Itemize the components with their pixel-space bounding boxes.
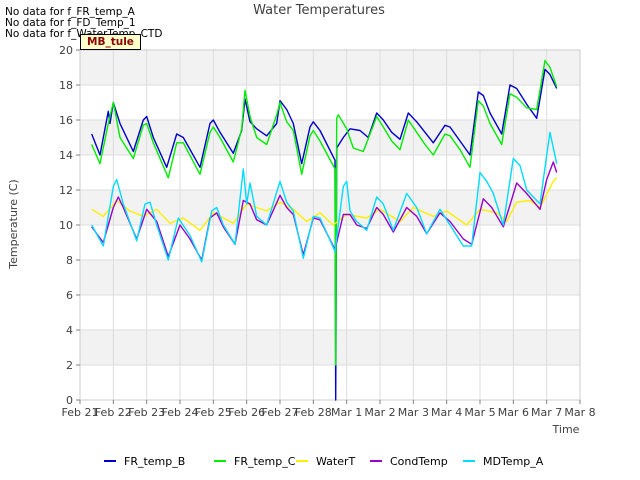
x-tick-label: Feb 26 xyxy=(228,406,265,419)
legend-label: CondTemp xyxy=(390,455,448,468)
background-band xyxy=(80,190,580,225)
x-tick-label: Feb 22 xyxy=(95,406,132,419)
x-tick-label: Feb 25 xyxy=(195,406,232,419)
y-tick-label: 20 xyxy=(59,44,73,57)
background-band xyxy=(80,50,580,85)
x-tick-label: Mar 3 xyxy=(398,406,429,419)
no-data-note: No data for f_FR_temp_A xyxy=(5,6,135,18)
x-tick-label: Feb 24 xyxy=(162,406,199,419)
y-tick-label: 8 xyxy=(66,254,73,267)
y-axis-label: Temperature (C) xyxy=(7,179,20,269)
legend-label: MDTemp_A xyxy=(483,455,544,468)
x-tick-label: Mar 7 xyxy=(531,406,562,419)
y-tick-label: 10 xyxy=(59,219,73,232)
x-tick-label: Feb 23 xyxy=(128,406,165,419)
x-tick-label: Mar 4 xyxy=(431,406,462,419)
x-tick-label: Mar 6 xyxy=(498,406,529,419)
series-line-fr-temp-c xyxy=(91,59,558,366)
y-tick-label: 0 xyxy=(66,394,73,407)
y-tick-label: 6 xyxy=(66,289,73,302)
no-data-note: No data for f_FD_Temp_1 xyxy=(5,17,136,29)
legend: FR_temp_B FR_temp_C WaterT CondTemp MDTemp_A xyxy=(104,455,544,468)
series-line-watert xyxy=(91,177,558,232)
site-badge: MB_tule xyxy=(80,34,141,50)
series-line-mdtemp-a xyxy=(91,131,558,263)
x-tick-label: Mar 8 xyxy=(564,406,595,419)
x-tick-label: Feb 27 xyxy=(262,406,299,419)
series-line-fr-temp-b xyxy=(91,68,558,401)
data-series xyxy=(91,59,558,401)
y-tick-label: 4 xyxy=(66,324,73,337)
legend-label: FR_temp_C xyxy=(234,455,296,468)
x-tick-label: Feb 21 xyxy=(62,406,99,419)
x-tick-label: Feb 28 xyxy=(295,406,332,419)
y-tick-label: 2 xyxy=(66,359,73,372)
y-tick-label: 14 xyxy=(59,149,73,162)
y-tick-label: 16 xyxy=(59,114,73,127)
background-band xyxy=(80,260,580,295)
y-tick-label: 12 xyxy=(59,184,73,197)
background-band xyxy=(80,330,580,365)
x-axis-label: Time xyxy=(552,423,580,436)
x-tick-label: Mar 2 xyxy=(364,406,395,419)
x-tick-label: Mar 5 xyxy=(464,406,495,419)
legend-label: FR_temp_B xyxy=(124,455,185,468)
x-tick-label: Mar 1 xyxy=(331,406,362,419)
chart-title: Water Temperatures xyxy=(253,3,385,18)
y-tick-label: 18 xyxy=(59,79,73,92)
legend-label: WaterT xyxy=(316,455,356,468)
y-axis-ticks: 0 2 4 6 8 10 12 14 16 18 20 xyxy=(59,44,80,407)
grid-lines xyxy=(79,49,581,401)
